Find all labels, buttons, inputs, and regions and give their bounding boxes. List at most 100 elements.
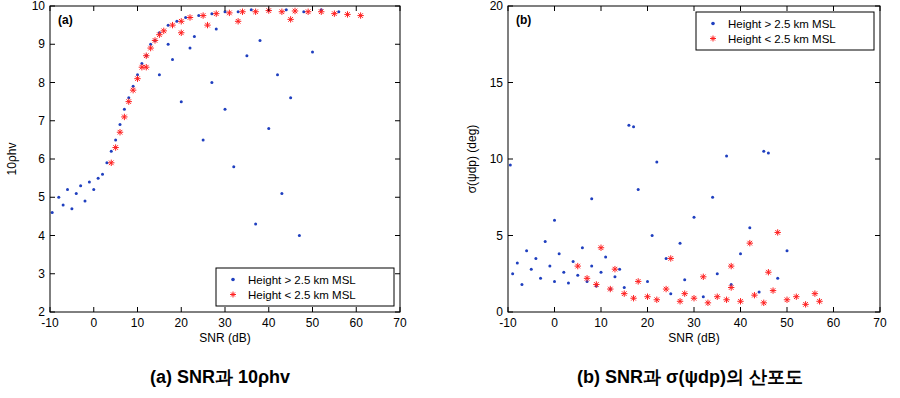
point [62, 203, 65, 206]
point [70, 207, 73, 210]
point [516, 262, 519, 265]
tick [181, 307, 182, 312]
point [178, 18, 184, 24]
point [590, 265, 593, 268]
tick [554, 307, 555, 312]
point [357, 12, 363, 18]
figure: -100102030405060702345678910SNR (dB)10ρh… [0, 0, 900, 398]
point [84, 200, 87, 203]
point [598, 245, 604, 251]
tick [225, 6, 226, 11]
point [762, 150, 765, 153]
tick [395, 120, 400, 121]
tick [356, 307, 357, 312]
tick-label: 10 [490, 152, 504, 166]
caption: (b) SNR과 σ(ψdp)의 산포도 [577, 367, 803, 387]
point [134, 75, 140, 81]
point [119, 123, 122, 126]
point [693, 216, 696, 219]
point [776, 277, 779, 280]
point [705, 300, 711, 306]
point [79, 184, 82, 187]
tick [50, 197, 55, 198]
point [97, 177, 100, 180]
tick-label: 3 [38, 267, 45, 281]
tick [50, 312, 55, 313]
tick [740, 6, 741, 11]
panel-label: (a) [58, 13, 73, 27]
point [51, 211, 54, 214]
point [691, 295, 697, 301]
tick-label: 40 [734, 316, 748, 330]
point [621, 290, 627, 296]
tick [400, 307, 401, 312]
plot-area [508, 6, 880, 312]
point [567, 281, 570, 284]
tick-label: 70 [393, 316, 407, 330]
tick [50, 235, 55, 236]
tick-label: 15 [490, 76, 504, 90]
point [600, 271, 603, 274]
point [252, 9, 258, 15]
tick-label: 50 [780, 316, 794, 330]
point [254, 223, 257, 226]
point [590, 197, 593, 200]
point [530, 268, 533, 271]
point [714, 294, 720, 300]
point [635, 278, 641, 284]
point [213, 10, 219, 16]
tick-label: 60 [350, 316, 364, 330]
point [747, 240, 753, 246]
point [816, 298, 822, 304]
point [235, 18, 241, 24]
tick [875, 235, 880, 236]
tick-label: 10 [32, 0, 46, 13]
point [110, 150, 113, 153]
point [108, 160, 114, 166]
axis-label: 10ρhv [5, 143, 19, 176]
tick [93, 307, 94, 312]
legend-box [216, 268, 394, 306]
point [761, 300, 767, 306]
point [210, 12, 213, 15]
axis-label: SNR (dB) [668, 331, 719, 345]
point [668, 255, 674, 261]
tick [400, 6, 401, 11]
tick-label: 20 [490, 0, 504, 13]
legend-label: Height > 2.5 km MSL [728, 18, 836, 30]
tick-label: 70 [873, 316, 887, 330]
point [75, 192, 78, 195]
point [202, 138, 205, 141]
tick-label: 20 [175, 316, 189, 330]
tick-label: 30 [218, 316, 232, 330]
point [210, 81, 213, 84]
tick [875, 312, 880, 313]
point [267, 127, 270, 130]
tick [395, 273, 400, 274]
tick-label: 0 [90, 316, 97, 330]
tick [50, 6, 55, 7]
point [509, 164, 512, 167]
point [716, 272, 719, 275]
point [215, 27, 218, 30]
point [259, 39, 262, 42]
point [737, 298, 743, 304]
point [167, 24, 170, 27]
point [784, 297, 790, 303]
point [637, 188, 640, 191]
point [748, 226, 751, 229]
series [108, 7, 364, 166]
point [562, 271, 565, 274]
point [180, 100, 183, 103]
series [575, 229, 823, 307]
tick [50, 6, 51, 11]
point [237, 10, 240, 13]
point [158, 73, 161, 76]
tick [395, 159, 400, 160]
point [604, 255, 607, 258]
tick [508, 307, 509, 312]
points [509, 124, 823, 308]
point [525, 249, 528, 252]
legend-key [231, 278, 235, 282]
tick [356, 6, 357, 11]
